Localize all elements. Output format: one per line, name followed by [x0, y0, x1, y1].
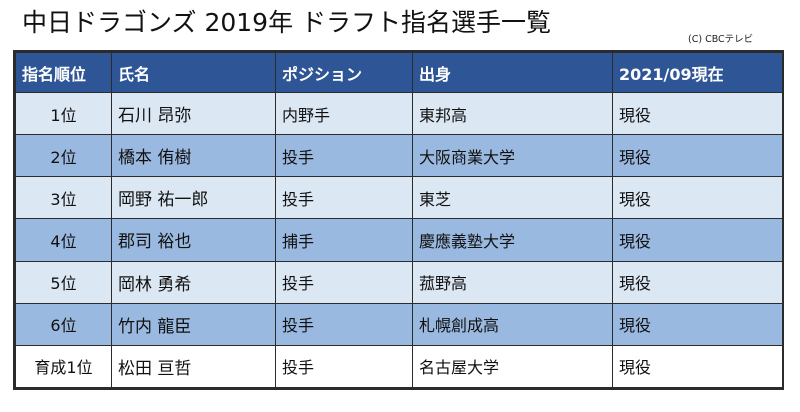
cell-rank: 3位: [15, 176, 112, 220]
cell-status: 現役: [612, 218, 782, 262]
cell-rank: 1位: [15, 91, 112, 136]
cell-rank: 2位: [15, 134, 112, 178]
cell-origin: 慶應義塾大学: [412, 218, 613, 262]
table-row: 5位 岡林 勇希 投手 菰野高 現役: [15, 260, 782, 304]
table-row: 6位 竹内 龍臣 投手 札幌創成高 現役: [15, 302, 782, 346]
cell-name: 石川 昂弥: [111, 91, 276, 136]
header-position: ポジション: [275, 52, 413, 93]
cell-position: 捕手: [275, 218, 413, 262]
cell-name: 松田 亘哲: [111, 344, 276, 388]
cell-rank: 5位: [15, 260, 112, 304]
header-name: 氏名: [111, 52, 276, 93]
header-status: 2021/09現在: [612, 52, 782, 93]
cell-status: 現役: [612, 344, 782, 388]
cell-origin: 札幌創成高: [412, 302, 613, 346]
table-row: 2位 橋本 侑樹 投手 大阪商業大学 現役: [15, 134, 782, 178]
cell-name: 岡野 祐一郎: [111, 176, 276, 220]
table-row: 1位 石川 昂弥 内野手 東邦高 現役: [15, 91, 782, 136]
cell-name: 竹内 龍臣: [111, 302, 276, 346]
cell-position: 投手: [275, 302, 413, 346]
table-header-row: 指名順位 氏名 ポジション 出身 2021/09現在: [15, 52, 782, 93]
cell-status: 現役: [612, 91, 782, 136]
header-origin: 出身: [412, 52, 613, 93]
cell-origin: 東邦高: [412, 91, 613, 136]
cell-name: 橋本 侑樹: [111, 134, 276, 178]
cell-status: 現役: [612, 260, 782, 304]
cell-status: 現役: [612, 134, 782, 178]
cell-rank: 4位: [15, 218, 112, 262]
cell-rank: 6位: [15, 302, 112, 346]
table-row: 4位 郡司 裕也 捕手 慶應義塾大学 現役: [15, 218, 782, 262]
cell-origin: 東芝: [412, 176, 613, 220]
cell-origin: 菰野高: [412, 260, 613, 304]
cell-position: 投手: [275, 260, 413, 304]
table-row: 3位 岡野 祐一郎 投手 東芝 現役: [15, 176, 782, 220]
cell-name: 岡林 勇希: [111, 260, 276, 304]
page-title: 中日ドラゴンズ 2019年 ドラフト指名選手一覧: [22, 8, 552, 37]
copyright-credit: (C) CBCテレビ: [688, 34, 754, 45]
cell-position: 投手: [275, 176, 413, 220]
cell-name: 郡司 裕也: [111, 218, 276, 262]
cell-position: 投手: [275, 134, 413, 178]
cell-rank: 育成1位: [15, 344, 112, 388]
cell-status: 現役: [612, 176, 782, 220]
cell-origin: 大阪商業大学: [412, 134, 613, 178]
draft-table-frame: 指名順位 氏名 ポジション 出身 2021/09現在 1位 石川 昂弥 内野手 …: [13, 50, 784, 390]
draft-picks-table: 指名順位 氏名 ポジション 出身 2021/09現在 1位 石川 昂弥 内野手 …: [15, 52, 782, 388]
header-rank: 指名順位: [15, 52, 112, 93]
cell-status: 現役: [612, 302, 782, 346]
cell-position: 内野手: [275, 91, 413, 136]
cell-origin: 名古屋大学: [412, 344, 613, 388]
table-row: 育成1位 松田 亘哲 投手 名古屋大学 現役: [15, 344, 782, 388]
cell-position: 投手: [275, 344, 413, 388]
